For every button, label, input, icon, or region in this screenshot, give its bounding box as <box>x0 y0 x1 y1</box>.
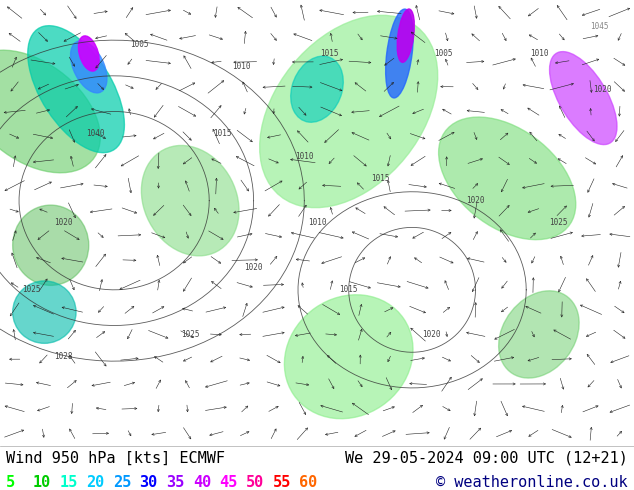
Ellipse shape <box>499 291 579 378</box>
Text: 1005: 1005 <box>130 40 149 49</box>
Text: 10: 10 <box>33 474 51 490</box>
Ellipse shape <box>285 295 413 418</box>
Text: 1015: 1015 <box>339 285 358 294</box>
Text: 1020: 1020 <box>593 85 612 94</box>
Text: 1010: 1010 <box>529 49 548 58</box>
Text: 15: 15 <box>60 474 78 490</box>
Text: 1025: 1025 <box>181 330 200 339</box>
Text: 1010: 1010 <box>307 219 327 227</box>
Text: 60: 60 <box>299 474 318 490</box>
Ellipse shape <box>28 25 124 153</box>
Ellipse shape <box>439 117 576 240</box>
Text: 50: 50 <box>246 474 264 490</box>
Ellipse shape <box>141 146 239 256</box>
Text: 1045: 1045 <box>590 22 609 31</box>
Ellipse shape <box>550 51 617 145</box>
Text: 20: 20 <box>86 474 105 490</box>
Ellipse shape <box>260 15 437 208</box>
Text: 1020: 1020 <box>422 330 441 339</box>
Text: 1028: 1028 <box>54 352 73 361</box>
Ellipse shape <box>0 50 100 173</box>
Text: 1010: 1010 <box>295 151 314 161</box>
Text: 1015: 1015 <box>371 174 390 183</box>
Text: 1020: 1020 <box>466 196 485 205</box>
Text: 1020: 1020 <box>244 263 263 272</box>
Text: 1040: 1040 <box>86 129 105 138</box>
Text: 40: 40 <box>193 474 211 490</box>
Ellipse shape <box>70 41 107 93</box>
Ellipse shape <box>385 9 413 98</box>
Text: 1025: 1025 <box>548 219 567 227</box>
Text: We 29-05-2024 09:00 UTC (12+21): We 29-05-2024 09:00 UTC (12+21) <box>345 451 628 466</box>
Text: 35: 35 <box>166 474 184 490</box>
Ellipse shape <box>13 205 89 285</box>
Text: 5: 5 <box>6 474 15 490</box>
Ellipse shape <box>291 56 343 122</box>
Text: Wind 950 hPa [kts] ECMWF: Wind 950 hPa [kts] ECMWF <box>6 451 225 466</box>
Text: 1025: 1025 <box>22 285 41 294</box>
Ellipse shape <box>397 9 415 62</box>
Text: 1010: 1010 <box>231 62 250 72</box>
Text: 45: 45 <box>219 474 238 490</box>
Ellipse shape <box>13 281 76 343</box>
Text: 1005: 1005 <box>434 49 453 58</box>
Text: 55: 55 <box>273 474 291 490</box>
Text: © weatheronline.co.uk: © weatheronline.co.uk <box>436 474 628 490</box>
Text: 25: 25 <box>113 474 131 490</box>
Text: 1015: 1015 <box>212 129 231 138</box>
Text: 30: 30 <box>139 474 158 490</box>
Text: 1015: 1015 <box>320 49 339 58</box>
Text: 1020: 1020 <box>54 219 73 227</box>
Ellipse shape <box>79 36 99 71</box>
